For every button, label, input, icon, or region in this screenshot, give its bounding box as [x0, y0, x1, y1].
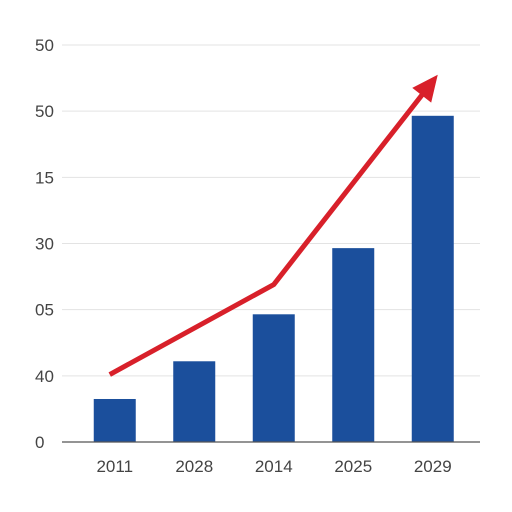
- bar: [252, 314, 295, 442]
- y-tick-label: 05: [35, 301, 54, 320]
- y-tick-label: 30: [35, 235, 54, 254]
- bar: [332, 248, 375, 442]
- y-tick-label: 50: [35, 36, 54, 55]
- x-axis-tick-labels: 2011 2028 2014 2025 2029: [96, 457, 451, 476]
- x-tick-label: 2029: [414, 457, 452, 476]
- bar: [411, 115, 454, 442]
- bar: [173, 361, 216, 442]
- x-tick-label: 2028: [175, 457, 213, 476]
- y-tick-label: 15: [35, 168, 54, 187]
- trend-arrow: [108, 74, 438, 377]
- x-tick-label: 2014: [255, 457, 293, 476]
- trend-arrowhead: [412, 74, 438, 103]
- bar: [93, 398, 136, 442]
- bars: [93, 115, 454, 442]
- y-tick-label: 0: [35, 433, 44, 452]
- y-tick-label: 50: [35, 102, 54, 121]
- trend-line: [108, 92, 425, 377]
- x-tick-label: 2025: [334, 457, 372, 476]
- y-tick-label: 40: [35, 367, 54, 386]
- y-axis-tick-labels: 0 40 05 30 15 50 50: [35, 36, 54, 452]
- gridlines: [62, 44, 480, 377]
- x-tick-label: 2011: [96, 457, 133, 476]
